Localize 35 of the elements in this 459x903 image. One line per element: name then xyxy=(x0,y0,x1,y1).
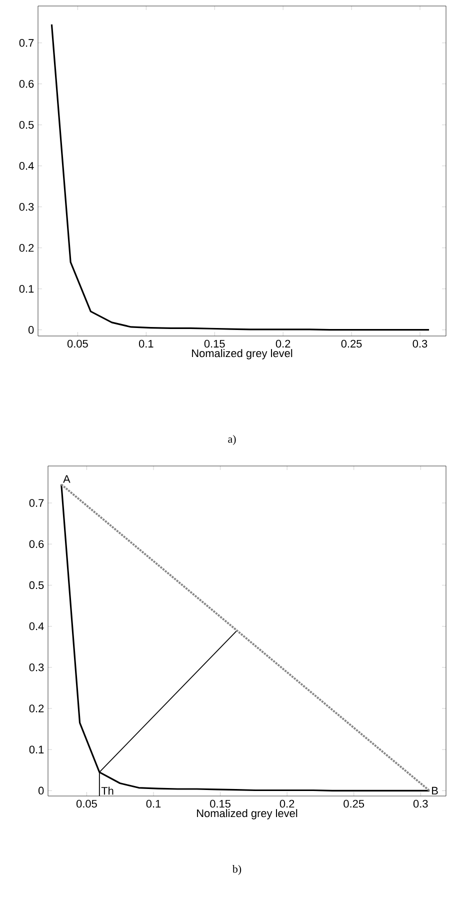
x-tick-label: 0.05 xyxy=(67,340,88,348)
y-tick-label: 0.6 xyxy=(19,80,34,88)
annotation: A xyxy=(63,475,70,483)
x-tick-label: 0.15 xyxy=(210,800,230,808)
y-tick-label: 0.7 xyxy=(19,39,34,47)
y-tick-label: 0.7 xyxy=(29,499,44,507)
x-tick-label: 0.3 xyxy=(412,340,428,348)
y-tick-label: 0 xyxy=(28,326,34,334)
x-tick-label: 0.25 xyxy=(344,800,364,808)
y-tick-label: 0.2 xyxy=(19,244,34,252)
y-tick-label: 0.6 xyxy=(29,540,44,548)
y-tick-label: 0.3 xyxy=(19,202,34,211)
y-tick-label: 0.2 xyxy=(29,704,44,712)
y-tick-label: 0.1 xyxy=(29,746,44,754)
y-tick-label: 0.1 xyxy=(19,284,34,293)
text: b) xyxy=(232,865,242,875)
x-tick-label: 0.1 xyxy=(138,340,154,348)
y-tick-label: 0 xyxy=(38,786,44,795)
x-tick-label: 0.1 xyxy=(146,800,161,808)
x-axis-title: Nomalized grey level xyxy=(192,349,292,360)
text: a) xyxy=(228,435,236,445)
annotation: B xyxy=(432,786,438,794)
x-tick-label: 0.3 xyxy=(413,800,428,808)
y-tick-label: 0.4 xyxy=(19,162,34,170)
y-tick-label: 0.3 xyxy=(29,663,44,672)
x-tick-label: 0.2 xyxy=(276,340,290,348)
x-tick-label: 0.05 xyxy=(76,800,97,808)
y-tick-label: 0.4 xyxy=(29,622,44,630)
y-tick-label: 0.5 xyxy=(29,581,44,590)
x-axis-title: Nomalized grey level xyxy=(197,809,298,820)
x-tick-label: 0.2 xyxy=(280,800,294,808)
y-tick-label: 0.5 xyxy=(19,121,34,129)
x-tick-label: 0.15 xyxy=(204,340,225,348)
annotation: Th xyxy=(101,786,114,795)
x-tick-label: 0.25 xyxy=(341,340,362,348)
